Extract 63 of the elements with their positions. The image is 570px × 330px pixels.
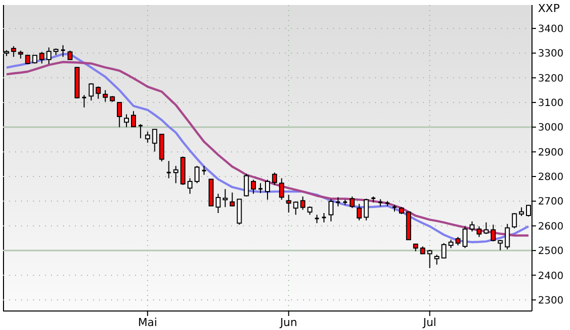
- candlestick: [88, 82, 94, 101]
- candlestick: [131, 110, 136, 128]
- candlestick: [265, 179, 270, 200]
- y-tick-label: 2400: [538, 270, 564, 282]
- y-tick-label: 2500: [538, 246, 564, 258]
- candlestick: [328, 198, 334, 222]
- candlestick: [145, 131, 150, 144]
- candlestick: [96, 86, 101, 100]
- candlestick: [484, 222, 489, 235]
- candlestick: [250, 179, 256, 194]
- candlestick: [230, 192, 235, 207]
- candlestick: [46, 46, 52, 64]
- candlestick: [300, 196, 306, 210]
- candlestick: [286, 194, 292, 214]
- candlestick: [102, 90, 108, 102]
- y-axis-title: XXP: [538, 2, 560, 15]
- candlestick: [236, 198, 242, 226]
- candlestick: [356, 203, 362, 221]
- candlestick: [81, 94, 87, 108]
- candlestick: [490, 224, 496, 242]
- candlestick: [470, 220, 475, 232]
- x-tick-label: Jun: [279, 316, 298, 329]
- y-tick-label: 3200: [538, 73, 564, 84]
- candlestick: [350, 196, 355, 209]
- candlestick: [293, 200, 298, 216]
- y-tick-label: 3300: [538, 48, 564, 60]
- y-tick-label: 3100: [538, 98, 564, 110]
- candlestick: [476, 226, 482, 238]
- y-tick-label: 2800: [538, 172, 564, 184]
- candlestick: [216, 193, 221, 214]
- y-tick-label: 2900: [538, 147, 564, 158]
- candlestick: [364, 198, 369, 221]
- y-tick-label: 3000: [538, 122, 564, 134]
- candlestick: [173, 165, 178, 184]
- candlestick: [258, 182, 264, 194]
- candlestick: [427, 249, 432, 269]
- candlestick: [504, 223, 510, 250]
- y-tick-label: 2700: [538, 196, 564, 208]
- candlestick: [194, 165, 200, 184]
- candlestick: [152, 128, 158, 152]
- candlestick: [441, 242, 446, 258]
- y-tick-label: 3400: [538, 24, 564, 35]
- candlestick: [124, 114, 129, 128]
- candlestick: [60, 44, 66, 58]
- candlestick: [11, 46, 16, 58]
- x-tick-label: Mai: [138, 316, 158, 329]
- candlestick: [166, 160, 172, 179]
- candlestick: [272, 172, 278, 186]
- candlestick: [335, 196, 341, 207]
- candlestick: [462, 226, 468, 249]
- candlestick: [138, 124, 144, 139]
- candlestick: [434, 254, 440, 266]
- candlestick: [279, 178, 284, 200]
- x-tick-label: Jul: [422, 316, 436, 329]
- y-tick-label: 2600: [538, 221, 564, 232]
- candlestick: [244, 173, 249, 197]
- candlestick: [321, 212, 327, 223]
- candlestick: [512, 212, 517, 229]
- candlestick: [187, 178, 192, 194]
- candlestick: [116, 102, 122, 128]
- candlestick: [222, 188, 228, 208]
- candlestick: [39, 51, 44, 64]
- y-tick-label: 2300: [538, 295, 564, 306]
